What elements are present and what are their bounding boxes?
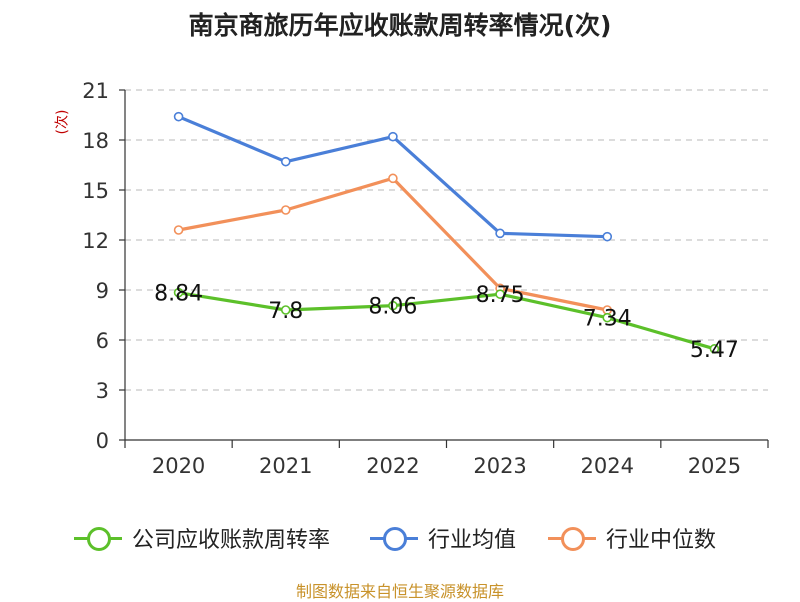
legend-item-industry-mean[interactable]: 行业均值 [370,518,516,558]
data-point-1 [173,111,184,122]
legend-item-industry-median[interactable]: 行业中位数 [548,518,716,558]
y-tick-label: 21 [82,79,109,103]
axes: 0 3 6 9 12 15 18 21 2020 2021 2022 2023 2024 2025 [82,79,769,478]
y-tick-label: 15 [82,179,109,203]
data-label: 7.8 [268,299,303,324]
data-point-0 [602,312,613,323]
series-line-0 [178,291,715,351]
y-tick-label: 18 [82,129,109,153]
data-point-1 [602,231,613,242]
x-tick-label: 2022 [366,454,419,478]
data-label: 8.84 [154,282,203,307]
y-tick-label: 0 [96,429,109,453]
data-point-0 [173,287,184,298]
y-tick-label: 9 [96,279,109,303]
y-tick-label: 3 [96,379,109,403]
data-point-1 [495,228,505,239]
legend-swatch-company [74,526,122,551]
x-tick-label: 2020 [152,454,205,478]
data-label: 8.75 [476,283,525,308]
data-label: 8.06 [368,295,417,320]
data-point-0 [495,289,505,299]
data-point-1 [280,156,291,167]
data-point-2 [280,205,291,215]
y-tick-label: 6 [96,329,109,353]
data-point-0 [280,305,291,315]
legend-swatch-industry-median [548,526,596,551]
x-tick-label: 2021 [259,454,312,478]
legend-item-company[interactable]: 公司应收账款周转率 [74,518,330,558]
data-point-1 [388,131,398,142]
y-tick-label: 12 [82,229,109,253]
x-tick-label: 2023 [473,454,526,478]
chart-title: 南京商旅历年应收账款周转率情况(次) [188,11,612,40]
data-labels: 8.84 7.8 8.06 8.75 7.34 5.47 [154,282,739,363]
data-label: 7.34 [583,307,632,332]
x-tick-label: 2025 [688,454,741,478]
data-point-0 [388,300,398,311]
data-point-0 [709,344,720,354]
legend-swatch-industry-mean [370,526,418,551]
legend-label-industry-mean: 行业均值 [428,528,517,553]
data-label: 5.47 [690,338,739,363]
data-point-2 [173,225,184,235]
legend: 公司应收账款周转率 行业均值 行业中位数 [0,518,800,558]
legend-label-industry-median: 行业中位数 [606,528,717,553]
data-source-note: 制图数据来自恒生聚源数据库 [295,582,504,601]
data-point-2 [388,173,398,184]
grid-lines [125,89,768,391]
series-lines [173,111,720,354]
x-tick-label: 2024 [581,454,634,478]
legend-label-company: 公司应收账款周转率 [132,528,331,553]
